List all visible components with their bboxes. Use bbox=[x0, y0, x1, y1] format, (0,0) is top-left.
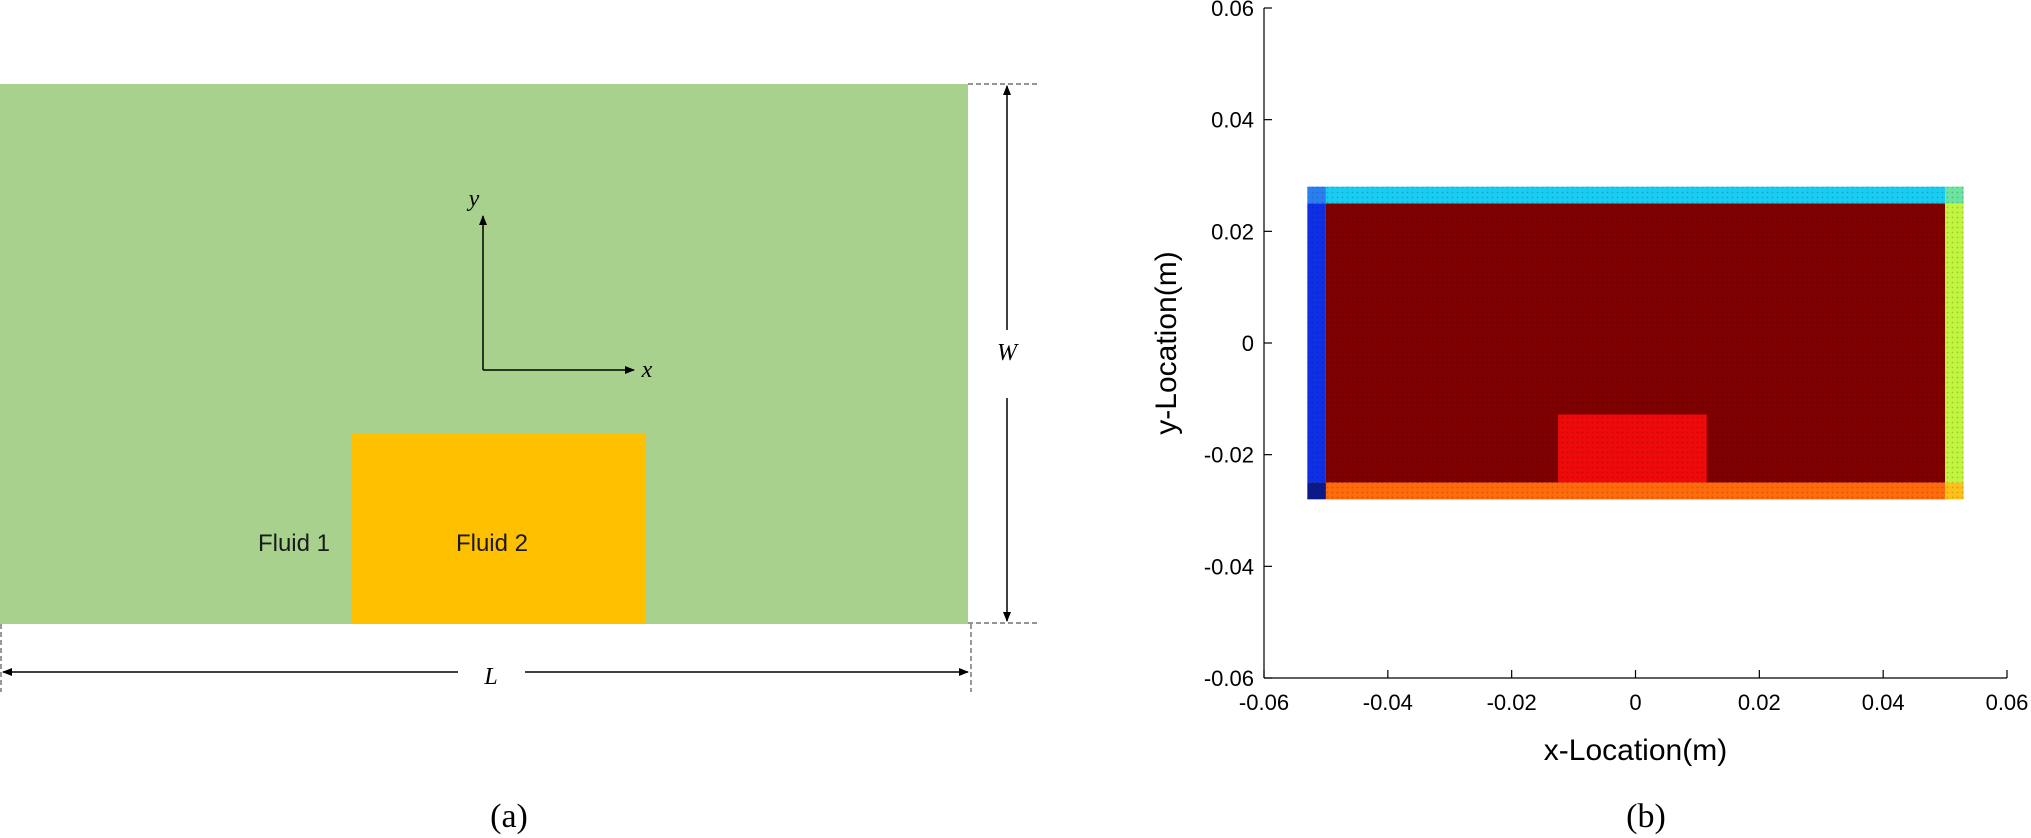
x-tick-label: 0.04 bbox=[1862, 690, 1905, 715]
x-tick-label: -0.06 bbox=[1239, 690, 1289, 715]
particle-dot-overlay bbox=[1307, 186, 1964, 500]
y-tick-label: 0.04 bbox=[1211, 108, 1254, 133]
fluid-2-label: Fluid 2 bbox=[456, 530, 528, 557]
chart-x-axis-label: x-Location(m) bbox=[1544, 734, 1727, 767]
x-tick-label: 0.02 bbox=[1738, 690, 1781, 715]
x-tick-label: 0.06 bbox=[1986, 690, 2029, 715]
y-tick-label: 0 bbox=[1242, 331, 1254, 356]
y-tick-label: -0.02 bbox=[1204, 443, 1254, 468]
x-ticks: -0.06 -0.04 -0.02 0 0.02 0.04 0.06 bbox=[1239, 670, 2028, 715]
chart-y-axis-label: y-Location(m) bbox=[1150, 251, 1183, 434]
dim-w-label: W bbox=[997, 340, 1019, 366]
dim-l-label: L bbox=[483, 664, 497, 690]
x-tick-label: -0.02 bbox=[1487, 690, 1537, 715]
y-axis-label: y bbox=[467, 186, 480, 212]
y-tick-label: 0.06 bbox=[1211, 0, 1254, 21]
x-tick-label: -0.04 bbox=[1363, 690, 1413, 715]
panel-b: -0.06 -0.04 -0.02 0 0.02 0.04 0.06 -0.06-0.04-… bbox=[1150, 0, 2028, 835]
panel-a: Fluid 1 Fluid 2 y x W L (a) bbox=[0, 83, 1038, 835]
y-tick-label: -0.04 bbox=[1204, 554, 1254, 579]
panel-b-caption: (b) bbox=[1626, 798, 1666, 835]
fluid-2-region bbox=[352, 434, 646, 624]
x-tick-label: 0 bbox=[1629, 690, 1641, 715]
y-tick-label: -0.06 bbox=[1204, 666, 1254, 691]
y-tick-label: 0.02 bbox=[1211, 219, 1254, 244]
fluid-1-label: Fluid 1 bbox=[258, 530, 330, 557]
panel-a-caption: (a) bbox=[490, 798, 528, 835]
y-ticks: -0.06 -0.04 -0.02 0 0.02 0.04 0.06 bbox=[1204, 0, 1272, 691]
x-axis-label: x bbox=[641, 357, 653, 383]
